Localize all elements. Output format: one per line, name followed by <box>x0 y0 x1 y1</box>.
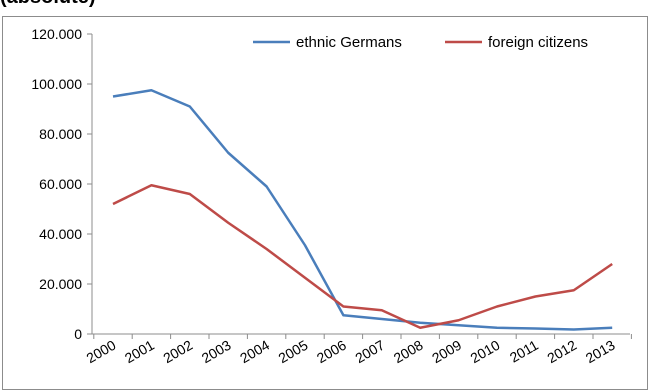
x-tick-label: 2012 <box>544 337 579 367</box>
legend-label: foreign citizens <box>488 34 588 51</box>
series-line-ethnic-germans <box>112 89 613 331</box>
y-tick-label: 20.000 <box>39 276 82 292</box>
x-tick-label: 2001 <box>122 337 157 367</box>
x-tick-label: 2003 <box>199 337 234 367</box>
x-tick-label: 2010 <box>468 337 503 367</box>
x-tick-label: 2011 <box>507 337 541 366</box>
y-tick-label: 80.000 <box>39 126 82 142</box>
series-line-foreign-citizens <box>112 184 613 329</box>
y-tick-label: 100.000 <box>31 76 82 92</box>
x-tick-label: 2009 <box>429 337 464 367</box>
y-tick-label: 60.000 <box>39 176 82 192</box>
x-tick-label: 2005 <box>276 337 311 367</box>
y-tick-label: 120.000 <box>31 26 82 42</box>
chart-title-partial: (absolute) <box>0 0 96 9</box>
y-tick-label: 40.000 <box>39 226 82 242</box>
x-tick-label: 2008 <box>391 337 426 367</box>
x-tick-label: 2000 <box>84 337 119 367</box>
x-tick-label: 2002 <box>160 337 195 367</box>
x-tick-label: 2013 <box>583 337 618 367</box>
legend-label: ethnic Germans <box>296 34 402 51</box>
x-tick-label: 2006 <box>314 337 349 367</box>
x-tick-label: 2007 <box>352 337 387 367</box>
x-tick-label: 2004 <box>237 337 272 367</box>
y-tick-label: 0 <box>74 326 82 342</box>
